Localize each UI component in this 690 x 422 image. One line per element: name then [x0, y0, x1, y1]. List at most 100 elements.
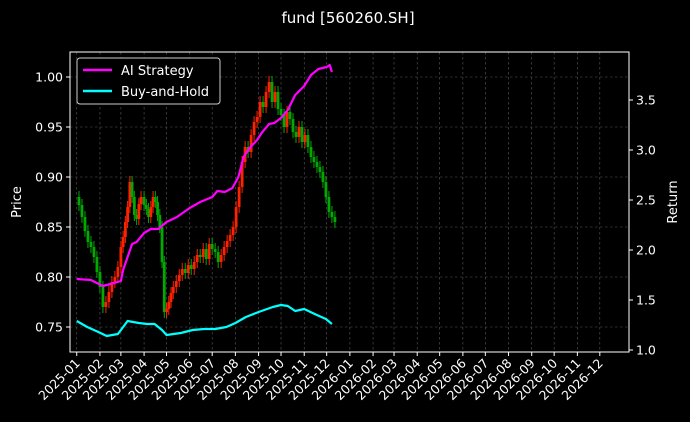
price-candle-body	[119, 247, 123, 267]
price-candle-body	[147, 209, 150, 217]
price-candle-body	[142, 197, 146, 205]
price-candle-body	[303, 135, 307, 142]
price-candle-body	[297, 127, 301, 137]
price-candle-body	[116, 267, 120, 277]
price-candle-body	[270, 82, 274, 102]
price-candle-body	[327, 197, 331, 212]
price-candle-body	[207, 244, 211, 259]
chart-title: fund [560260.SH]	[281, 9, 414, 27]
price-candle-body	[104, 302, 108, 307]
price-candle-body	[144, 205, 148, 209]
price-candle-body	[279, 109, 283, 115]
y-left-tick-label: 0.85	[35, 220, 63, 235]
price-candle-body	[231, 227, 235, 235]
price-candle-body	[195, 255, 199, 262]
price-candle-body	[189, 265, 193, 269]
price-candle-body	[294, 132, 298, 137]
price-candle-body	[282, 115, 286, 127]
y-left-tick-label: 0.80	[35, 270, 63, 285]
price-candle-body	[132, 197, 136, 215]
price-candle-body	[204, 249, 208, 259]
price-candle-body	[312, 157, 316, 162]
price-candle-body	[156, 202, 159, 215]
y-right-tick-label: 2.5	[636, 193, 656, 208]
y-left-tick-label: 1.00	[35, 70, 63, 85]
price-candle-body	[237, 187, 241, 207]
price-candle-body	[167, 302, 171, 309]
price-candle-body	[153, 197, 157, 202]
price-candle-body	[186, 265, 190, 273]
price-candle-body	[252, 122, 256, 135]
axes: 2025-012025-022025-032025-042025-052025-…	[35, 70, 656, 404]
price-candle-body	[123, 222, 127, 237]
legend: AI Strategy Buy-and-Hold	[76, 57, 221, 105]
price-candle-body	[219, 255, 223, 262]
price-candle-body	[240, 162, 244, 187]
price-candle-body	[210, 244, 214, 249]
price-candle-body	[137, 204, 141, 219]
price-candle-body	[267, 82, 271, 92]
price-candle-body	[107, 292, 111, 302]
price-candle-body	[309, 147, 313, 157]
price-candle-body	[128, 182, 132, 207]
price-candle-body	[139, 197, 143, 204]
price-candle-body	[113, 277, 117, 282]
price-candle-body	[135, 215, 139, 219]
price-candle-body	[249, 135, 253, 152]
series-line-ai-strategy	[76, 63, 333, 288]
price-candle-body	[276, 92, 280, 109]
price-candle-body	[80, 205, 84, 217]
price-candle-body	[95, 257, 99, 272]
price-candle-body	[234, 207, 238, 227]
y-left-tick-label: 0.95	[35, 120, 63, 135]
price-candle-body	[315, 162, 319, 167]
price-candle-body	[83, 217, 87, 231]
price-candle-body	[228, 235, 232, 241]
price-candle-body	[333, 217, 337, 222]
price-candle-body	[288, 112, 292, 119]
y-right-tick-label: 3.5	[636, 93, 656, 108]
y-right-tick-label: 1.0	[636, 343, 656, 358]
price-candle-body	[126, 207, 130, 222]
y-left-tick-label: 0.75	[35, 320, 63, 335]
price-candle-body	[77, 197, 81, 205]
price-candle-body	[171, 287, 175, 293]
price-candle-body	[89, 242, 93, 247]
price-candle-body	[110, 282, 114, 292]
price-candle-body	[201, 249, 205, 257]
price-candle-body	[198, 255, 202, 257]
price-candle-body	[324, 182, 328, 197]
price-candles	[77, 76, 337, 318]
price-candle-body	[306, 135, 310, 147]
price-candle-body	[273, 92, 277, 102]
price-candle-body	[101, 287, 105, 307]
price-candle-body	[222, 247, 226, 255]
y-axis-right-title: Return	[666, 180, 681, 223]
legend-label-buy-and-hold: Buy-and-Hold	[121, 85, 209, 100]
price-candle-body	[216, 252, 220, 262]
series-line-buy-and-hold	[76, 303, 333, 338]
price-candle-body	[169, 293, 173, 302]
y-right-tick-label: 2.0	[636, 243, 656, 258]
price-candle-body	[165, 309, 168, 312]
price-candle-body	[158, 215, 162, 227]
y-axis-left-title: Price	[10, 186, 25, 218]
price-candle-body	[258, 102, 262, 117]
price-candle-body	[192, 262, 196, 269]
price-candle-body	[86, 231, 90, 242]
price-candle-body	[151, 197, 155, 207]
legend-label-ai-strategy: AI Strategy	[121, 64, 194, 79]
price-candle-body	[264, 92, 268, 107]
y-right-tick-label: 1.5	[636, 293, 656, 308]
price-candle-body	[162, 262, 166, 312]
price-candle-body	[261, 102, 265, 107]
price-candle-body	[213, 249, 217, 252]
price-candle-body	[130, 182, 134, 197]
return-series	[76, 63, 333, 338]
price-candle-body	[330, 212, 334, 217]
price-candle-body	[291, 119, 295, 132]
price-candle-body	[180, 269, 184, 275]
price-candle-body	[98, 272, 102, 287]
y-right-tick-label: 3.0	[636, 143, 656, 158]
price-candle-body	[225, 241, 229, 247]
